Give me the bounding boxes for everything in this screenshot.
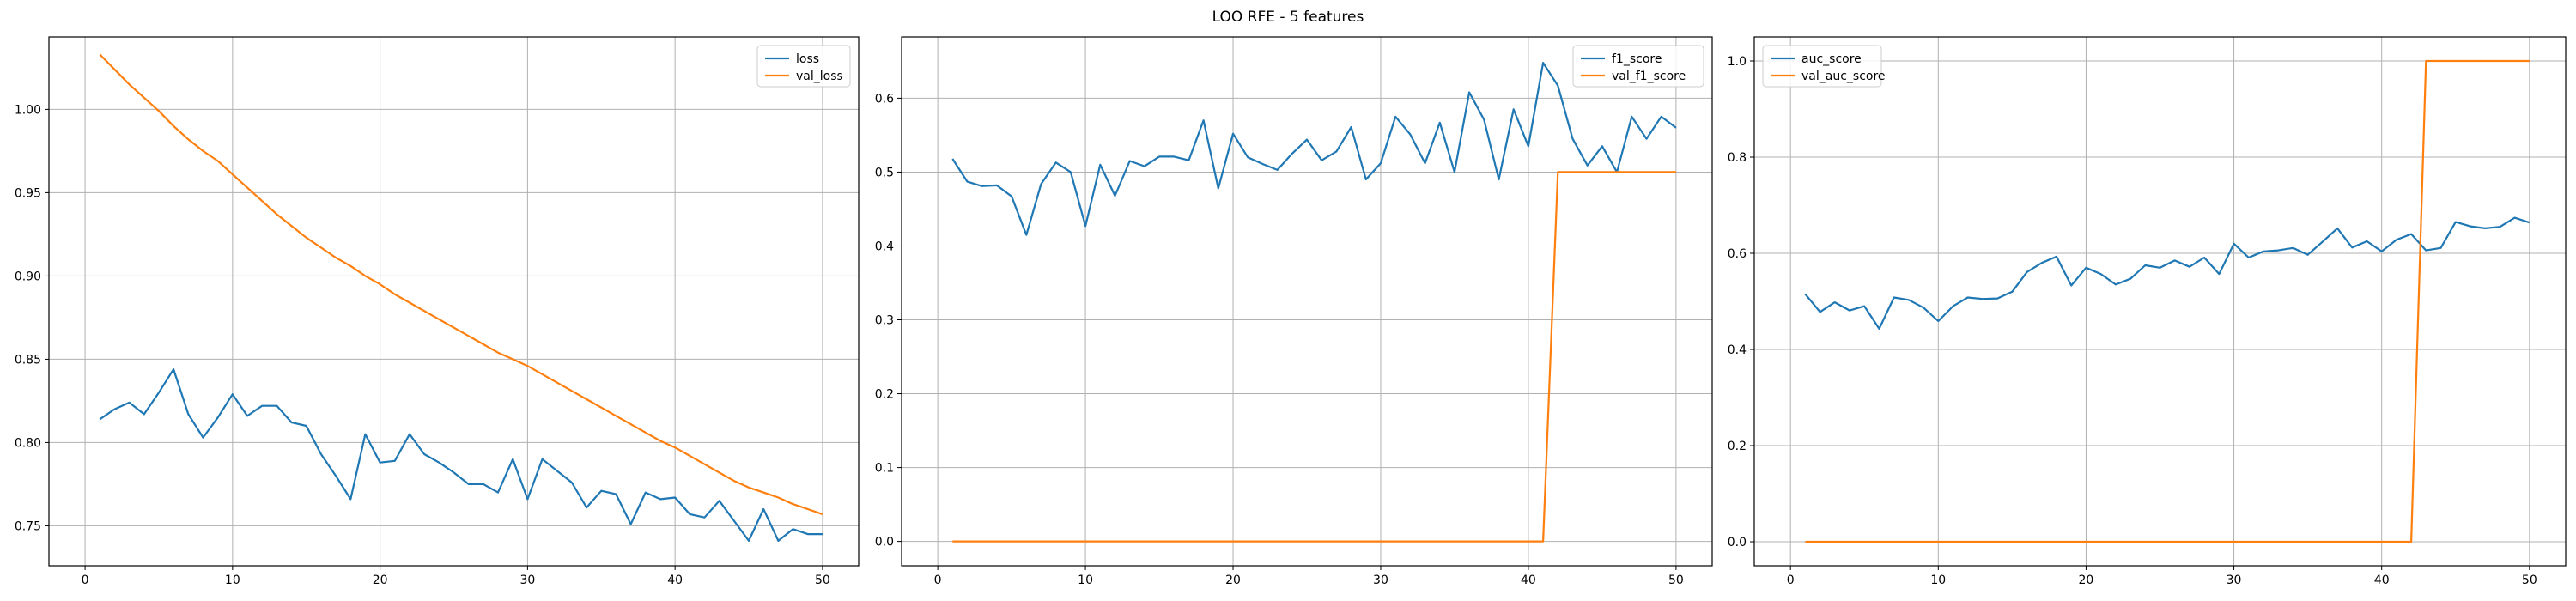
x-tick-label: 50 xyxy=(1668,574,1684,587)
x-tick-label: 50 xyxy=(815,574,830,587)
x-tick-label: 40 xyxy=(1521,574,1536,587)
y-tick-label: 0.2 xyxy=(875,388,894,402)
subplot-1: 0 10 20 30 40 50 0.75 0.80 0.85 0.90 0.95 1.00 loss v… xyxy=(15,36,860,587)
axes-frame xyxy=(1753,36,2567,567)
x-tick-label: 30 xyxy=(1373,574,1388,587)
y-tick-label: 0.5 xyxy=(875,166,894,179)
x-tick-label: 10 xyxy=(1930,574,1946,587)
y-tick-label: 0.75 xyxy=(15,519,41,533)
y-tick-label: 0.90 xyxy=(15,270,41,283)
y-tick-label: 0.3 xyxy=(875,314,894,328)
y-tick-label: 0.6 xyxy=(1728,247,1747,261)
series-line-val_loss xyxy=(99,53,823,515)
axes-frame xyxy=(901,36,1713,567)
y-tick-label: 0.4 xyxy=(1728,343,1747,357)
legend-label: val_loss xyxy=(796,70,843,83)
series-line-val_f1_score xyxy=(952,171,1676,543)
legend-label: loss xyxy=(796,52,819,66)
y-tick-label: 1.00 xyxy=(15,103,41,117)
subplot-2: 0 10 20 30 40 50 0.0 0.1 0.2 0.3 0.4 0.5 0.6 f1_score… xyxy=(875,36,1713,587)
x-tick-label: 0 xyxy=(934,574,942,587)
x-tick-label: 40 xyxy=(667,574,683,587)
y-tick-label: 0.6 xyxy=(875,92,894,106)
y-tick-label: 0.1 xyxy=(875,462,894,476)
series-line-f1_score xyxy=(951,61,1677,236)
subplot-3: 0 10 20 30 40 50 0.0 0.2 0.4 0.6 0.8 1.0 auc_scoreva… xyxy=(1728,36,2567,587)
series-line-auc_score xyxy=(1804,216,2530,330)
y-tick-label: 0.4 xyxy=(875,240,894,253)
series-line-val_auc_score xyxy=(1805,59,2530,543)
y-tick-label: 1.0 xyxy=(1728,55,1747,69)
y-tick-label: 0.80 xyxy=(15,436,41,450)
y-tick-label: 0.85 xyxy=(15,353,41,367)
x-tick-label: 20 xyxy=(2079,574,2094,587)
x-tick-label: 20 xyxy=(1225,574,1241,587)
legend: loss val_loss xyxy=(756,45,851,88)
legend-label: val_auc_score xyxy=(1801,70,1886,83)
x-tick-label: 20 xyxy=(373,574,388,587)
legend-label: f1_score xyxy=(1612,52,1662,66)
x-tick-label: 0 xyxy=(82,574,89,587)
x-tick-label: 0 xyxy=(1787,574,1795,587)
x-tick-label: 30 xyxy=(519,574,535,587)
x-tick-label: 10 xyxy=(1078,574,1093,587)
legend-box xyxy=(1572,45,1704,88)
y-tick-label: 0.8 xyxy=(1728,151,1747,165)
x-tick-label: 40 xyxy=(2374,574,2390,587)
x-tick-label: 10 xyxy=(225,574,240,587)
y-tick-label: 0.0 xyxy=(1728,536,1747,549)
y-tick-label: 0.0 xyxy=(875,536,894,549)
legend: auc_score val_auc_score xyxy=(1762,45,1886,88)
y-tick-label: 0.2 xyxy=(1728,440,1747,453)
legend: f1_score val_f1_score xyxy=(1572,45,1704,88)
x-tick-label: 30 xyxy=(2227,574,2242,587)
x-tick-label: 50 xyxy=(2522,574,2537,587)
series-line-loss xyxy=(99,368,823,543)
legend-label: auc_score xyxy=(1801,52,1862,66)
legend-label: val_f1_score xyxy=(1612,70,1686,83)
axes-frame xyxy=(48,36,860,567)
y-tick-label: 0.95 xyxy=(15,186,41,200)
figure-title: LOO RFE - 5 features xyxy=(1212,9,1364,26)
